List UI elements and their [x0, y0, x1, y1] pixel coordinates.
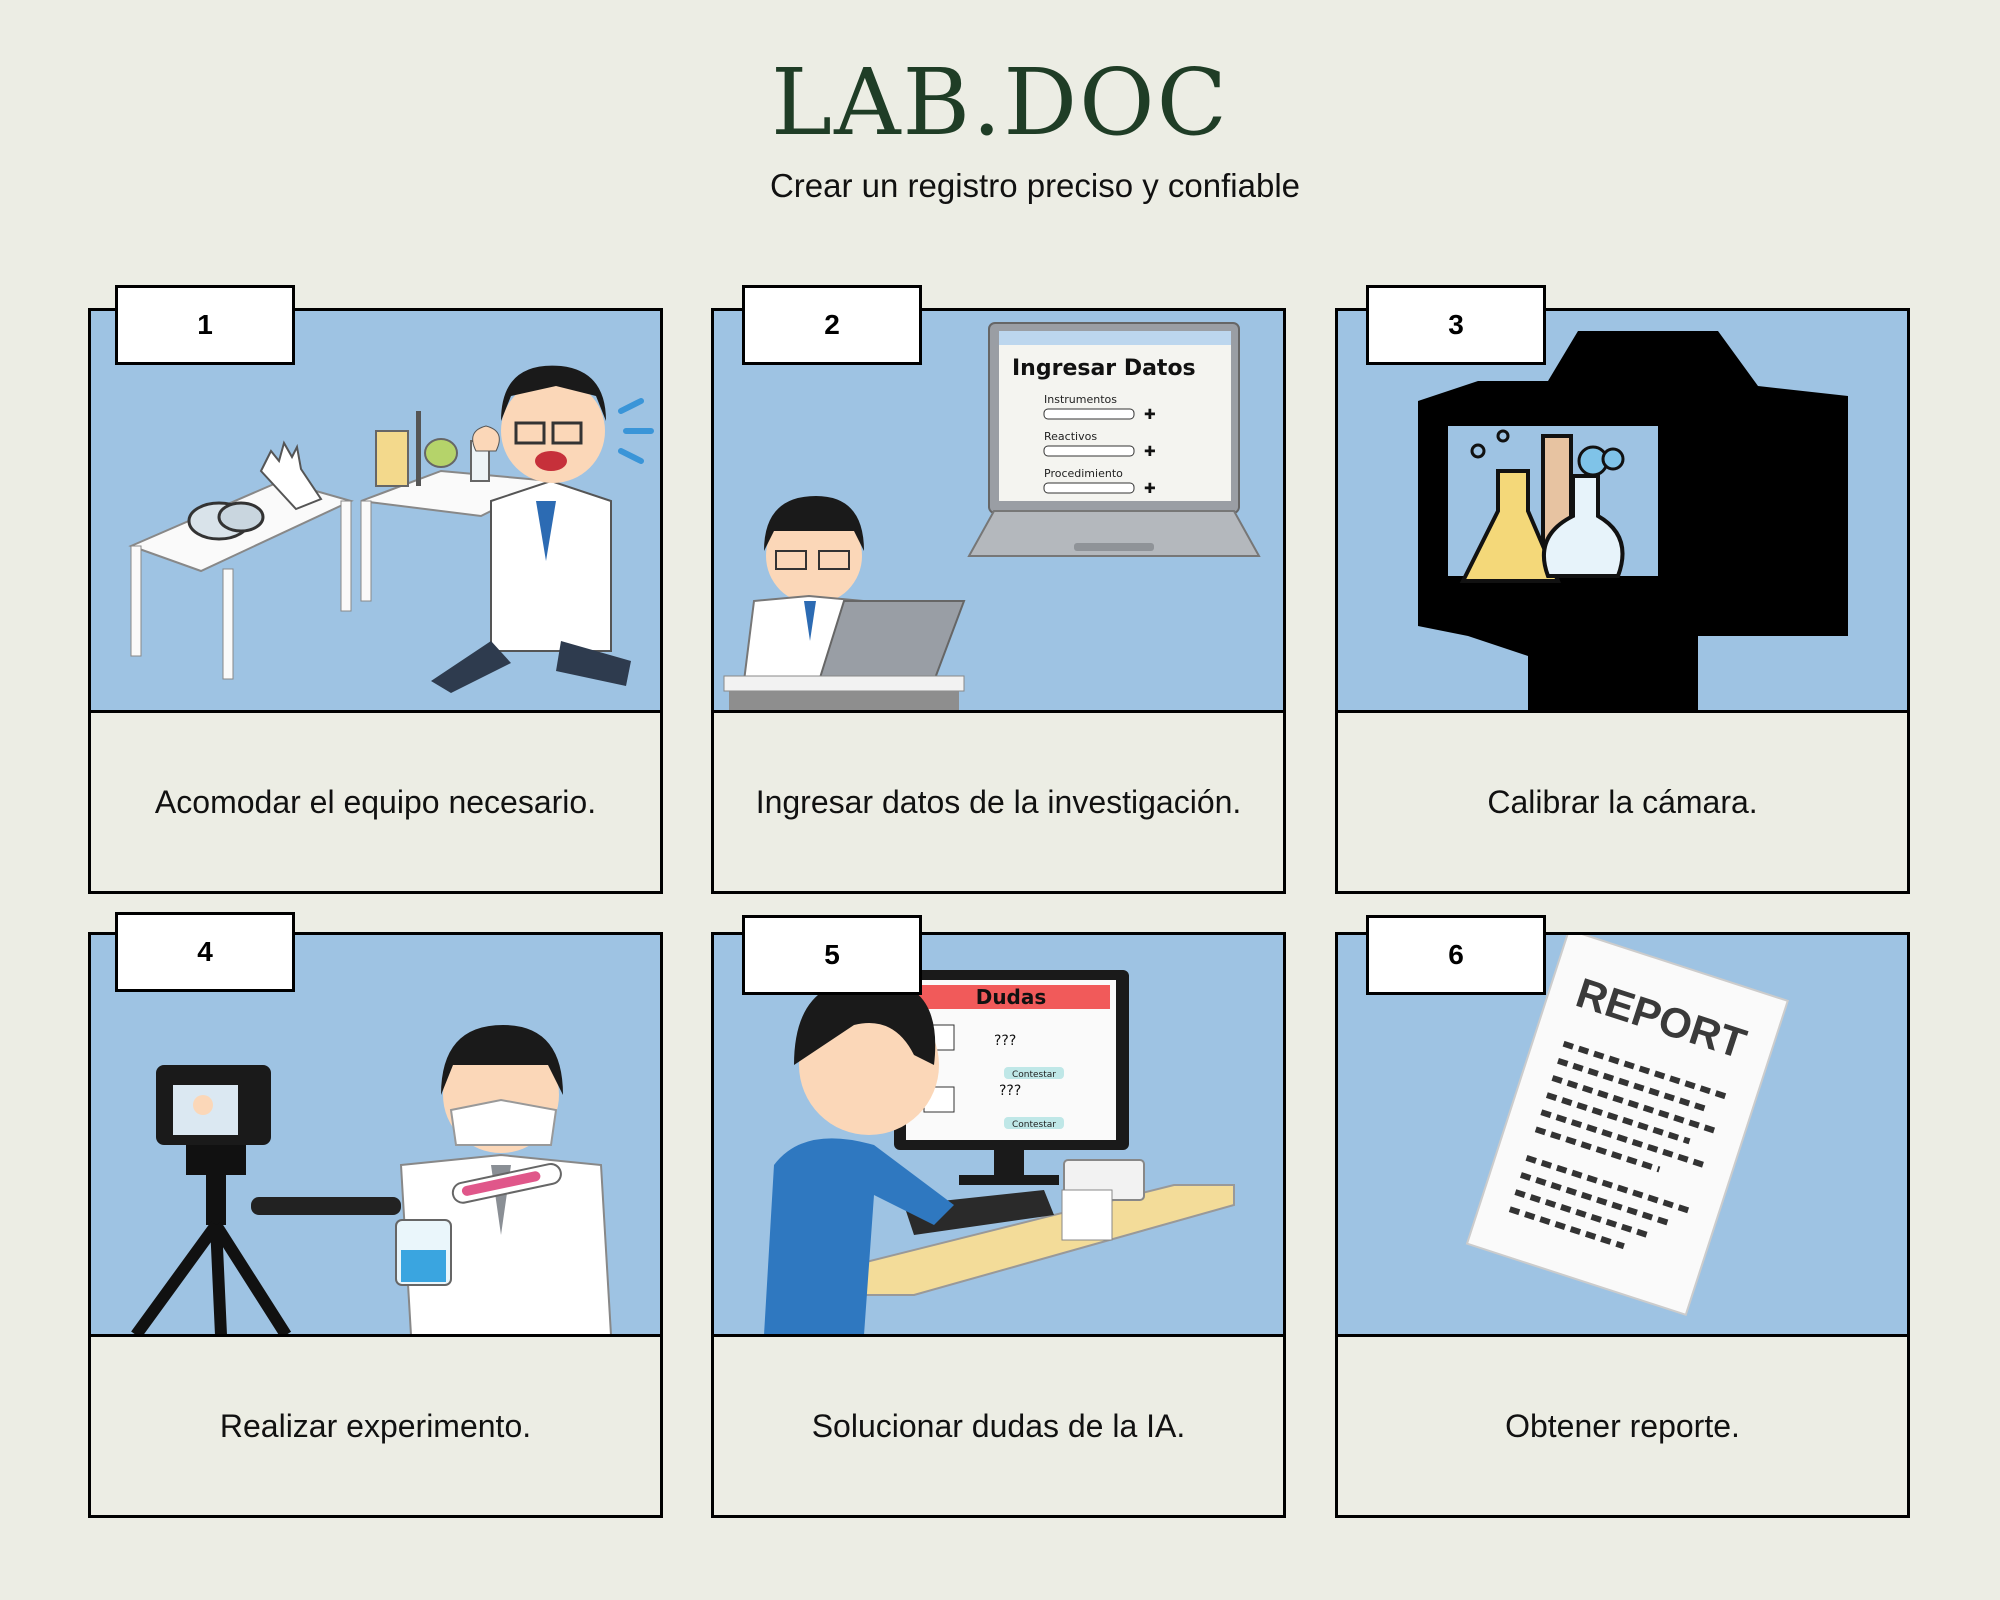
step-3-caption: Calibrar la cámara. [1487, 783, 1758, 820]
step-1-number: 1 [115, 285, 295, 365]
step-5-caption: Solucionar dudas de la IA. [811, 1407, 1186, 1444]
step-5-number: 5 [742, 915, 922, 995]
step-card-4: Realizar experimento. [88, 932, 663, 1518]
camera-flasks-icon [1418, 331, 1848, 710]
svg-text:✚: ✚ [1144, 481, 1156, 497]
step-6-illustration: REPORT [1338, 935, 1907, 1337]
step-4-illustration [91, 935, 660, 1337]
screen-title-dudas: Dudas [976, 985, 1047, 1009]
step-card-3: Calibrar la cámara. [1335, 308, 1910, 894]
step-4-caption: Realizar experimento. [219, 1407, 532, 1444]
page-subtitle: Crear un registro preciso y confiable [769, 167, 1301, 204]
step-2-number: 2 [742, 285, 922, 365]
step-3-illustration [1338, 311, 1907, 713]
question-1: ??? [994, 1033, 1016, 1049]
camera-tripod-scientist-icon [131, 1025, 612, 1334]
step-4-number: 4 [115, 912, 295, 992]
page-title: LAB.DOC [771, 49, 1229, 156]
answer-button-2[interactable]: Contestar [1012, 1120, 1056, 1130]
step-1-illustration [91, 311, 660, 713]
step-5-illustration: Dudas ??? Contestar ??? Contestar [714, 935, 1283, 1337]
question-2: ??? [999, 1083, 1021, 1099]
step-6-number: 6 [1366, 915, 1546, 995]
svg-text:✚: ✚ [1144, 444, 1156, 460]
field-label-procedimiento: Procedimiento [1044, 467, 1123, 480]
step-1-caption: Acomodar el equipo necesario. [154, 783, 597, 820]
report-document-icon: REPORT [1465, 935, 1790, 1317]
lab-equipment-running-scientist-icon [128, 365, 654, 693]
laptop-data-entry-icon: Ingresar Datos Instrumentos ✚ Reactivos … [723, 322, 1261, 710]
field-label-reactivos: Reactivos [1044, 430, 1097, 443]
step-card-5: Dudas ??? Contestar ??? Contestar Soluci… [711, 932, 1286, 1518]
step-2-illustration: Ingresar Datos Instrumentos ✚ Reactivos … [714, 311, 1283, 713]
step-card-6: REPORT Obtener reporte. [1335, 932, 1910, 1518]
step-3-number: 3 [1366, 285, 1546, 365]
computer-questions-icon: Dudas ??? Contestar ??? Contestar [764, 970, 1235, 1334]
screen-title: Ingresar Datos [1012, 356, 1196, 381]
answer-button-1[interactable]: Contestar [1012, 1070, 1056, 1080]
step-card-2: Ingresar Datos Instrumentos ✚ Reactivos … [711, 308, 1286, 894]
svg-text:✚: ✚ [1144, 407, 1156, 423]
step-2-caption: Ingresar datos de la investigación. [755, 783, 1242, 820]
field-label-instrumentos: Instrumentos [1044, 393, 1117, 406]
step-card-1: Acomodar el equipo necesario. [88, 308, 663, 894]
step-6-caption: Obtener reporte. [1505, 1407, 1740, 1444]
